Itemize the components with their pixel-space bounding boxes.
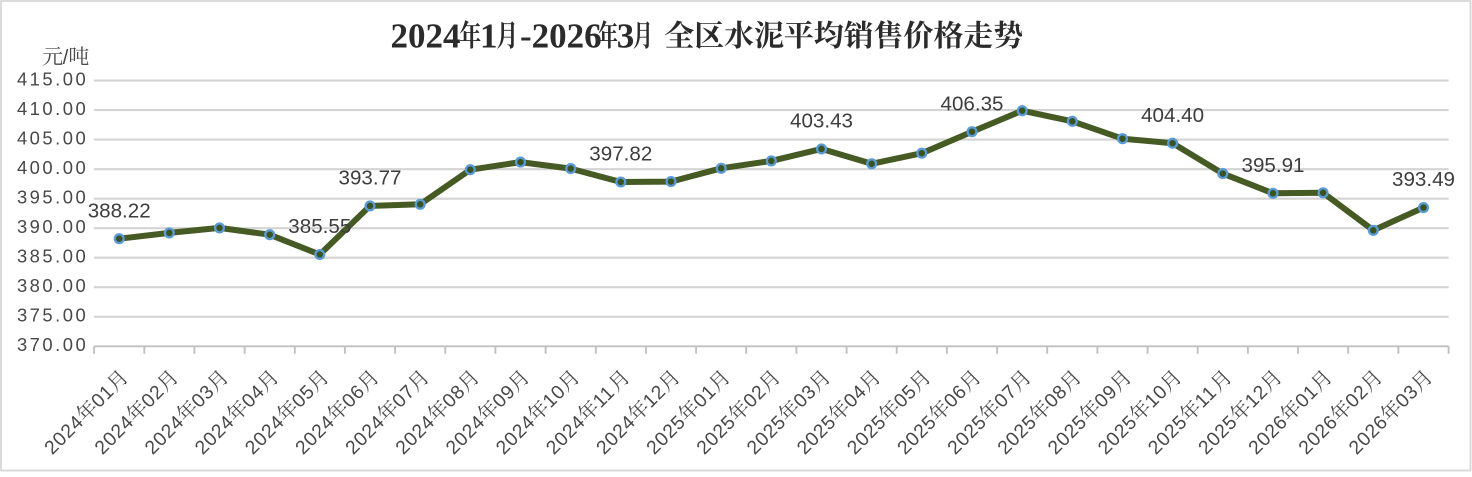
svg-text:/: /	[63, 47, 69, 69]
svg-text:1: 1	[480, 17, 498, 56]
svg-text:397.82: 397.82	[589, 143, 652, 166]
svg-text:380.00: 380.00	[17, 275, 88, 296]
svg-text:400.00: 400.00	[17, 157, 88, 178]
svg-text:3: 3	[617, 17, 635, 56]
svg-text:415.00: 415.00	[17, 68, 88, 89]
svg-text:385.55: 385.55	[288, 215, 351, 238]
svg-text:388.22: 388.22	[88, 199, 151, 222]
svg-text:-: -	[520, 17, 532, 56]
svg-text:410.00: 410.00	[17, 98, 88, 119]
svg-text:393.77: 393.77	[339, 167, 402, 190]
svg-text:370.00: 370.00	[17, 334, 88, 355]
svg-text:385.00: 385.00	[17, 245, 88, 266]
svg-text:403.43: 403.43	[790, 110, 853, 133]
svg-text:395.91: 395.91	[1242, 154, 1305, 177]
svg-text:395.00: 395.00	[17, 186, 88, 207]
svg-text:405.00: 405.00	[17, 127, 88, 148]
svg-text:375.00: 375.00	[17, 305, 88, 326]
svg-text:404.40: 404.40	[1141, 104, 1204, 127]
svg-text:393.49: 393.49	[1392, 168, 1455, 191]
svg-text:2026: 2026	[532, 17, 602, 56]
svg-text:2024: 2024	[391, 17, 461, 56]
svg-text:390.00: 390.00	[17, 216, 88, 237]
svg-text:406.35: 406.35	[941, 92, 1004, 115]
